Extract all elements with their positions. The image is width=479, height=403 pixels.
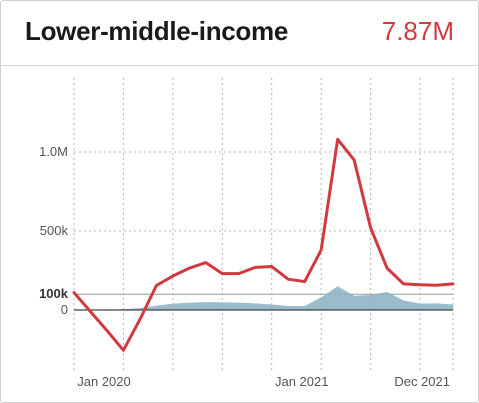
card-header: Lower-middle-income 7.87M: [1, 1, 478, 66]
card-total: 7.87M: [381, 16, 454, 46]
x-tick-label: Dec 2021: [394, 374, 450, 389]
y-tick-label: 0: [61, 302, 68, 317]
area-series: [74, 286, 453, 311]
y-tick-label: 1.0M: [39, 144, 68, 159]
x-tick-label: Jan 2020: [77, 374, 131, 389]
y-tick-label: 100k: [39, 286, 69, 301]
y-tick-label: 500k: [40, 223, 69, 238]
card-title: Lower-middle-income: [25, 16, 288, 46]
x-tick-label: Jan 2021: [275, 374, 329, 389]
line-series: [72, 137, 455, 352]
